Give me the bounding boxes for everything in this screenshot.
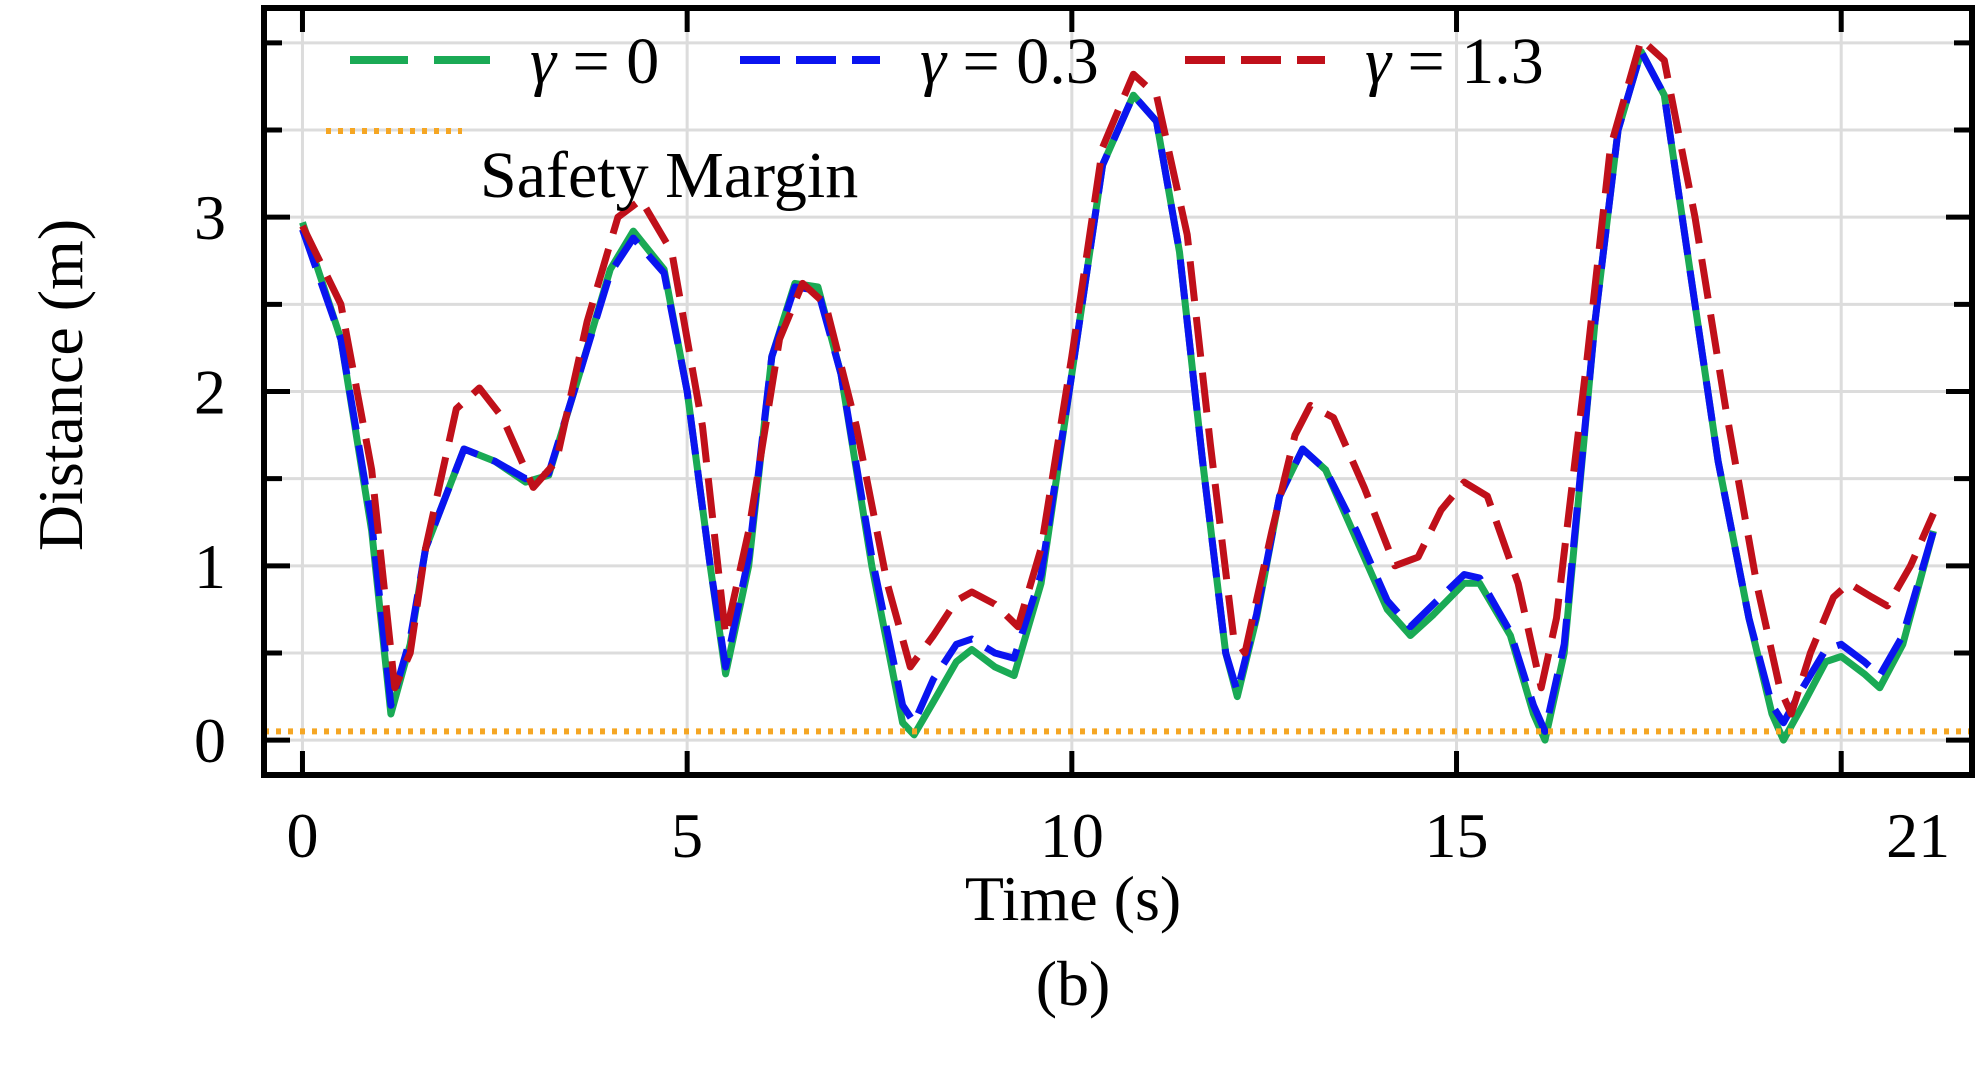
series-layer (264, 35, 1972, 744)
legend-label-0: γ = 0 (530, 25, 659, 98)
axes-layer: 0 1 2 3 0 5 10 15 21 (194, 5, 1975, 871)
x-axis-label: Time (s) (965, 863, 1181, 934)
legend-label-1: γ = 0.3 (920, 25, 1099, 98)
legend-symbol: γ (530, 25, 573, 98)
legend-value: = 1.3 (1408, 25, 1544, 98)
legend-symbol: γ (920, 25, 963, 98)
legend-value: = 0.3 (963, 25, 1099, 98)
x-tick-label: 21 (1886, 800, 1950, 871)
x-tick-label: 15 (1425, 800, 1489, 871)
x-tick-label: 0 (286, 800, 318, 871)
y-tick-label: 3 (194, 182, 226, 253)
figure-caption: (b) (1036, 948, 1111, 1019)
y-tick-label: 2 (194, 357, 226, 428)
x-tick-label: 5 (671, 800, 703, 871)
y-tick-label: 1 (194, 531, 226, 602)
x-tick-label: 10 (1040, 800, 1104, 871)
legend-value: = 0 (573, 25, 660, 98)
legend-label-3: Safety Margin (480, 139, 858, 212)
legend-label-2: γ = 1.3 (1365, 25, 1544, 98)
y-tick-label: 0 (194, 705, 226, 776)
y-axis-label: Distance (m) (25, 219, 96, 551)
legend-symbol: γ (1365, 25, 1408, 98)
series-line-2 (299, 35, 1937, 718)
series-line-1 (299, 48, 1937, 735)
